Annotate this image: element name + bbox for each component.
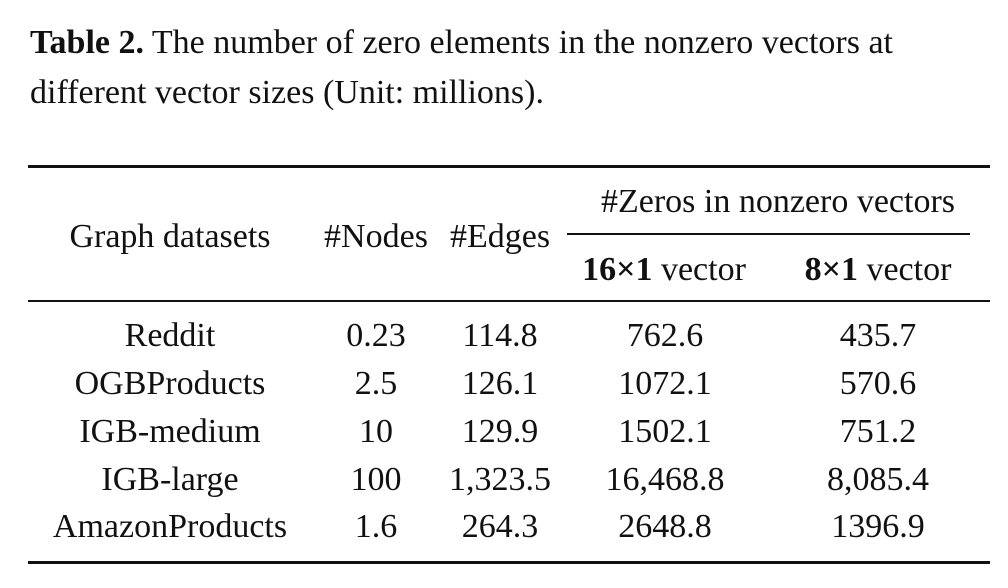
table-bottom-rule: [28, 561, 990, 564]
header-nodes: #Nodes: [324, 218, 428, 255]
header-16x1-vector: 16×1 vector: [562, 250, 766, 290]
cell-zeros-8x1: 1396.9: [831, 508, 925, 545]
cell-zeros-16x1: 1502.1: [618, 413, 712, 450]
header-8x1-bold: 8×1: [804, 251, 858, 288]
table-caption: Table 2. The number of zero elements in …: [30, 18, 995, 118]
cell-edges: 126.1: [461, 365, 539, 402]
cell-dataset: IGB-medium: [79, 413, 261, 450]
header-zeros-group: #Zeros in nonzero vectors: [600, 183, 956, 220]
cell-nodes: 1.6: [354, 508, 398, 545]
header-8x1-rest: vector: [857, 251, 952, 288]
cell-zeros-8x1: 751.2: [839, 413, 917, 450]
cell-nodes: 10: [359, 413, 393, 450]
cell-zeros-8x1: 435.7: [839, 317, 917, 354]
header-edges: #Edges: [449, 218, 551, 255]
cell-zeros-8x1: 8,085.4: [827, 461, 929, 498]
cell-nodes: 0.23: [346, 317, 406, 354]
cell-zeros-16x1: 2648.8: [618, 508, 712, 545]
cell-edges: 114.8: [462, 317, 538, 354]
caption-label: Table 2.: [30, 24, 145, 61]
table-header-rule: [28, 300, 990, 302]
cell-zeros-16x1: 16,468.8: [605, 461, 725, 498]
header-group-rule: [567, 233, 970, 235]
cell-zeros-8x1: 570.6: [839, 365, 917, 402]
cell-edges: 264.3: [461, 508, 539, 545]
header-graph-datasets: Graph datasets: [69, 218, 271, 255]
cell-edges: 1,323.5: [449, 461, 551, 498]
header-8x1-vector: 8×1 vector: [780, 250, 976, 290]
header-16x1-rest: vector: [652, 251, 746, 288]
cell-dataset: Reddit: [124, 317, 216, 354]
cell-dataset: AmazonProducts: [52, 508, 288, 545]
cell-nodes: 2.5: [354, 365, 398, 402]
cell-dataset: IGB-large: [101, 461, 239, 498]
cell-zeros-16x1: 762.6: [626, 317, 704, 354]
caption-text: The number of zero elements in the nonze…: [30, 24, 893, 111]
cell-dataset: OGBProducts: [74, 365, 266, 402]
header-16x1-bold: 16×1: [582, 251, 653, 288]
cell-zeros-16x1: 1072.1: [618, 365, 712, 402]
cell-edges: 129.9: [461, 413, 539, 450]
cell-nodes: 100: [350, 461, 402, 498]
table-top-rule: [28, 165, 990, 168]
